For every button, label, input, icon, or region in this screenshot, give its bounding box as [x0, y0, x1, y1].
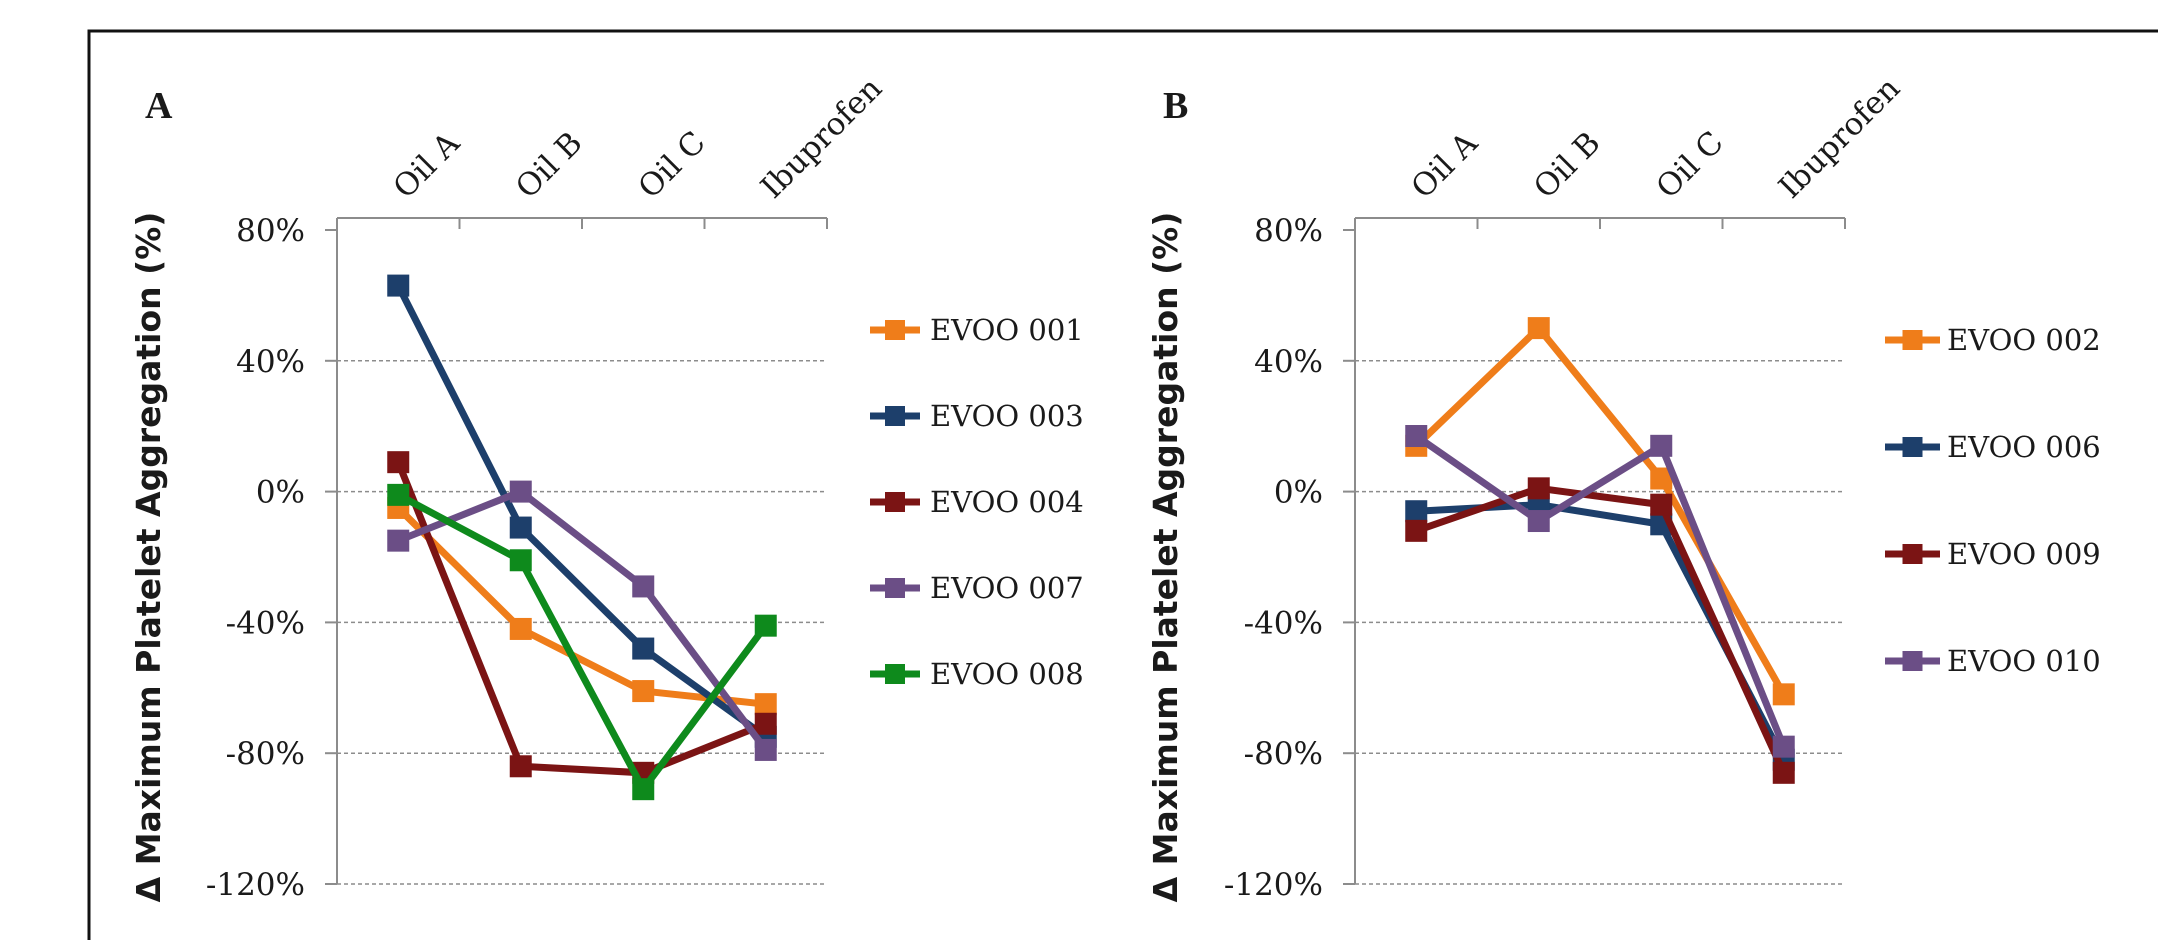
panel-b-legend-swatch-marker [1902, 330, 1923, 350]
panel-b-data-point [1772, 683, 1795, 706]
panel-b-y-tick-label: 40% [1254, 344, 1323, 380]
panel-b-x-tick-label: Oil C [1649, 124, 1730, 205]
panel-a-data-point [387, 451, 410, 474]
figure-frame [87, 29, 2158, 945]
panel-a-x-tick-label: Ibuprofen [754, 70, 889, 205]
panel-b-series-line-evoo-010 [1414, 433, 1787, 748]
panel-a-series-line-evoo-001 [395, 505, 767, 708]
panel-b-data-point [1772, 735, 1795, 758]
panel-a-data-point [509, 480, 532, 503]
panel-a-x-tick-label: Oil A [386, 125, 467, 206]
panel-a-data-point [509, 549, 532, 572]
panel-a-legend-swatch-marker [885, 320, 905, 340]
panel-b-y-tick-label: -120% [1224, 867, 1323, 903]
panel-a-legend-swatch-marker [885, 492, 905, 512]
panel-b-data-point [1405, 425, 1428, 448]
panel-b-y-tick-label: -40% [1244, 605, 1323, 641]
panel-a-legend-swatch-marker [885, 578, 905, 598]
panel-a-x-tick-label: Oil C [631, 124, 712, 205]
panel-b-data-point [1650, 467, 1673, 490]
panel-b-legend-swatch-marker [1902, 437, 1923, 457]
panel-b-x-tick-label: Oil B [1527, 125, 1608, 206]
panel-a-y-tick-label: 40% [236, 344, 305, 380]
panel-b-data-point [1527, 317, 1550, 340]
panel-b-data-point [1405, 519, 1428, 542]
panel-a-series-line-evoo-003 [395, 284, 768, 740]
panel-b-legend-swatch-marker [1902, 651, 1923, 671]
panel-a-data-point [754, 712, 777, 735]
panel-b-y-axis-title: Δ Maximum Platelet Aggregation (%) [1146, 212, 1185, 903]
panel-b-data-point [1527, 510, 1550, 533]
panel-a-data-point [387, 529, 410, 552]
panel-a-data-point [754, 693, 777, 716]
panel-a-series-line-evoo-004 [395, 460, 768, 777]
panel-a-y-tick-label: -120% [206, 867, 305, 903]
panel-a-legend-label: EVOO 004 [930, 485, 1084, 519]
panel-a-y-tick-label: -40% [226, 605, 305, 641]
panel-b-letter: B [1163, 85, 1188, 127]
panel-a-data-point [632, 637, 655, 660]
panel-a-y-tick-label: -80% [226, 736, 305, 772]
panel-a-legend-label: EVOO 007 [930, 571, 1084, 605]
panel-a-data-point [632, 575, 655, 598]
panel-b-data-point [1650, 434, 1673, 457]
panel-a-legend-swatch-marker [885, 406, 905, 426]
panel-a-y-axis-title: Δ Maximum Platelet Aggregation (%) [129, 212, 168, 903]
panel-b-y-tick-label: 80% [1254, 213, 1323, 249]
panel-a-letter: A [145, 85, 173, 127]
panel-b-y-tick-label: -80% [1244, 736, 1323, 772]
panel-a-series-line-evoo-007 [396, 488, 769, 753]
panel-a-data-point [509, 617, 532, 640]
panel-b-legend-label: EVOO 006 [1947, 430, 2101, 464]
panel-a-y-tick-label: 0% [256, 475, 305, 511]
panel-a-legend-label: EVOO 003 [930, 399, 1084, 433]
panel-a-legend-label: EVOO 008 [930, 657, 1084, 691]
panel-a-series-line-evoo-008 [396, 491, 769, 793]
panel-b-legend-label: EVOO 010 [1947, 644, 2101, 678]
panel-b-legend-label: EVOO 009 [1947, 537, 2101, 571]
panel-a-data-point [509, 516, 532, 539]
panel-b-legend-label: EVOO 002 [1947, 323, 2101, 357]
panel-b-x-tick-label: Ibuprofen [1772, 70, 1907, 205]
panel-a-legend-label: EVOO 001 [930, 313, 1084, 347]
panel-a-data-point [387, 274, 410, 297]
panel-a-data-point [509, 755, 532, 778]
panel-b-series-line-evoo-002 [1413, 324, 1787, 697]
panel-b-legend-swatch-marker [1902, 544, 1923, 564]
panel-b-series-line-evoo-009 [1415, 484, 1787, 775]
panel-a-y-tick-label: 80% [236, 213, 305, 249]
panel-a-data-point [632, 680, 655, 703]
panel-b-data-point [1405, 500, 1428, 523]
panel-b-data-point [1527, 477, 1550, 500]
panel-b-data-point [1772, 761, 1795, 784]
panel-b-series-line-evoo-006 [1416, 501, 1787, 762]
panel-a-data-point [632, 778, 655, 801]
panel-b-data-point [1650, 493, 1673, 516]
panel-b-x-tick-label: Oil A [1404, 125, 1485, 206]
panel-a-data-point [754, 614, 777, 637]
panel-a-legend-swatch-marker [885, 664, 905, 684]
panel-a-data-point [387, 483, 410, 506]
panel-a-data-point [754, 738, 777, 761]
panel-b-y-tick-label: 0% [1274, 475, 1323, 511]
panel-a-x-tick-label: Oil B [509, 125, 590, 206]
